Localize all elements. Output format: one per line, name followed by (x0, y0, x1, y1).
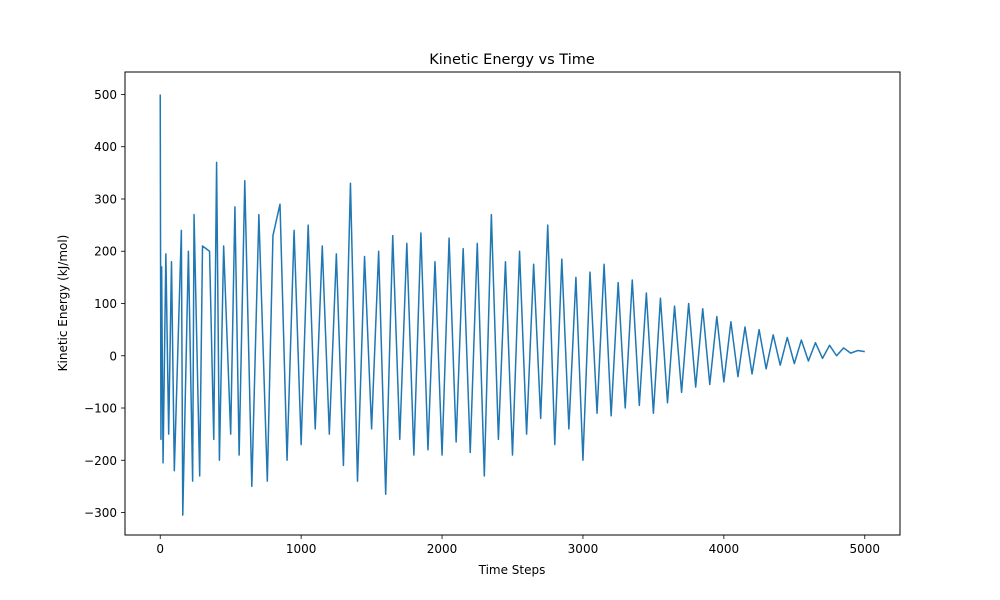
x-tick-label: 3000 (568, 542, 599, 556)
x-tick-label: 1000 (286, 542, 317, 556)
x-tick-label: 0 (156, 542, 164, 556)
y-tick-label: −100 (84, 402, 117, 416)
y-axis-label: Kinetic Energy (kJ/mol) (56, 235, 70, 372)
y-tick-label: 100 (94, 297, 117, 311)
y-tick-label: 0 (109, 349, 117, 363)
plot-layer (159, 94, 865, 516)
y-tick-label: 500 (94, 88, 117, 102)
y-axis-ticks: 500 400 300 200 100 0 −100 −200 −300 (84, 88, 125, 520)
x-axis-label: Time Steps (478, 563, 546, 577)
x-tick-label: 4000 (709, 542, 740, 556)
y-tick-label: 200 (94, 245, 117, 259)
x-tick-label: 5000 (849, 542, 880, 556)
x-tick-label: 2000 (427, 542, 458, 556)
y-tick-label: −200 (84, 454, 117, 468)
y-tick-label: 400 (94, 140, 117, 154)
y-tick-label: 300 (94, 192, 117, 206)
series-line-0 (159, 94, 865, 516)
x-axis-ticks: 0 1000 2000 3000 4000 5000 (156, 535, 880, 556)
y-tick-label: −300 (84, 506, 117, 520)
chart-title: Kinetic Energy vs Time (429, 52, 595, 68)
plot-frame (124, 71, 901, 536)
